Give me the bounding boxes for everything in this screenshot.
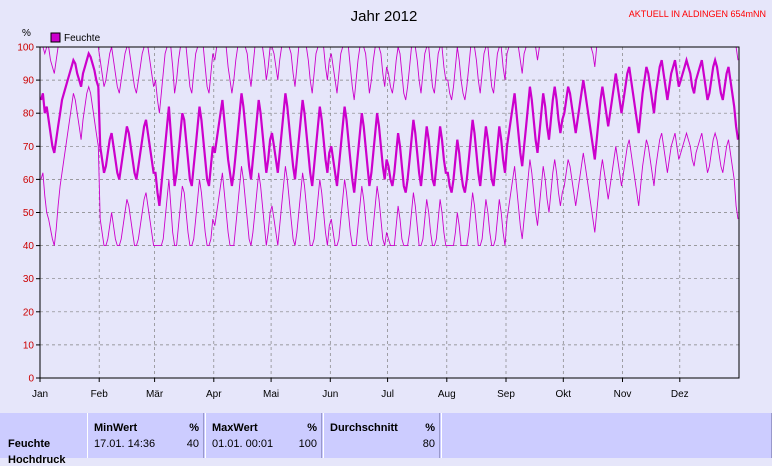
- x-tick-label: Feb: [91, 389, 109, 400]
- stats-min-cell: MinWert % 17.01. 14:36 40: [87, 413, 204, 458]
- stats-row-label: Feuchte: [8, 438, 51, 450]
- x-tick-label: Apr: [206, 389, 222, 400]
- y-tick-label: 20: [23, 307, 35, 318]
- y-tick-label: 80: [23, 109, 35, 120]
- max-date: 01.01. 00:01: [212, 438, 274, 450]
- legend-swatch-feuchte: [50, 32, 61, 43]
- y-unit-label: %: [22, 28, 31, 39]
- stats-table: Feuchte Hochdruck MinWert % 17.01. 14:36…: [0, 413, 772, 466]
- stats-max-cell: MaxWert % 01.01. 00:01 100: [205, 413, 322, 458]
- y-axis: 0 10 20 30 40 50 60 70 80 90 100: [17, 43, 40, 385]
- stats-row-label-2: Hochdruck: [8, 454, 66, 466]
- y-tick-label: 40: [23, 241, 35, 252]
- y-tick-label: 50: [23, 208, 35, 219]
- y-tick-label: 70: [23, 142, 35, 153]
- y-tick-label: 60: [23, 175, 35, 186]
- min-date: 17.01. 14:36: [94, 438, 156, 450]
- chart-title: Jahr 2012: [351, 8, 418, 25]
- min-header: MinWert: [94, 422, 138, 434]
- y-tick-label: 100: [17, 43, 34, 54]
- humidity-chart: 0 10 20 30 40 50 60 70 80 90 100 Jan Feb Mär Apr Mai Ju…: [17, 8, 766, 400]
- y-tick-label: 0: [28, 374, 34, 385]
- x-tick-label: Jun: [322, 389, 338, 400]
- avg-value: 80: [422, 438, 435, 450]
- avg-header: Durchschnitt: [330, 422, 398, 434]
- x-tick-label: Aug: [438, 389, 456, 400]
- legend: Feuchte: [50, 32, 101, 44]
- y-tick-label: 90: [23, 76, 35, 87]
- stats-empty-cell: [441, 413, 772, 458]
- line-daily-mean: [39, 50, 740, 207]
- min-unit: %: [189, 422, 199, 434]
- y-tick-label: 30: [23, 274, 35, 285]
- x-tick-label: Jan: [32, 389, 48, 400]
- x-tick-label: Sep: [497, 389, 515, 400]
- x-tick-label: Dez: [671, 389, 689, 400]
- max-header: MaxWert: [212, 422, 258, 434]
- legend-label-feuchte: Feuchte: [64, 33, 101, 44]
- x-tick-label: Mär: [146, 389, 164, 400]
- max-unit: %: [307, 422, 317, 434]
- station-label: AKTUELL IN ALDINGEN 654mNN: [629, 9, 766, 19]
- x-axis: Jan Feb Mär Apr Mai Jun Jul Aug Sep Okt Nov Dez: [32, 378, 689, 400]
- stats-avg-cell: Durchschnitt % 80: [323, 413, 440, 458]
- y-tick-label: 10: [23, 340, 35, 351]
- stats-row-labels: Feuchte Hochdruck: [0, 413, 86, 466]
- min-value: 40: [186, 438, 199, 450]
- x-tick-label: Jul: [381, 389, 394, 400]
- x-tick-label: Okt: [556, 389, 572, 400]
- line-daily-min: [40, 85, 739, 247]
- avg-unit: %: [425, 422, 435, 434]
- max-value: 100: [298, 438, 317, 450]
- x-tick-label: Mai: [263, 389, 279, 400]
- x-tick-label: Nov: [614, 389, 632, 400]
